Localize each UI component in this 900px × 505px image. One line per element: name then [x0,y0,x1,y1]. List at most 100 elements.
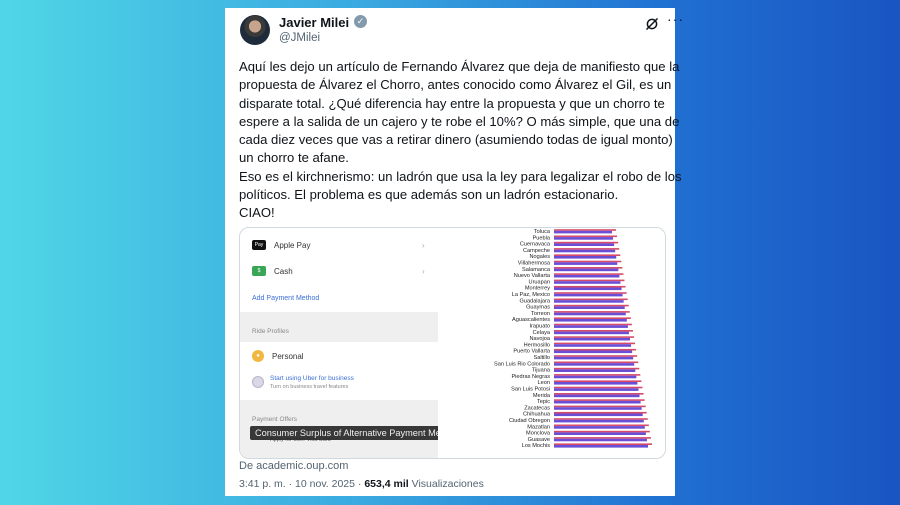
city-bar-secondary [554,405,646,408]
city-label: Navojoa [529,336,550,342]
city-label: Celaya [533,330,551,336]
city-bar-secondary [554,424,649,427]
city-bar [554,363,635,366]
link-card-image[interactable]: Pay Apple Pay › $ Cash › Add Payment Met… [239,227,666,459]
city-bar-secondary [554,292,627,294]
profile-row-personal: ● Personal [252,350,304,362]
city-bar-secondary [554,323,632,326]
payment-row-apple-pay: Pay Apple Pay [252,240,310,250]
city-label: Piedras Negras [511,374,550,380]
city-bar-secondary [554,437,651,439]
city-label: Uruapan [529,279,550,285]
city-bar-secondary [554,374,641,376]
tweet-line: un chorro te afane. [239,150,349,166]
city-label: Monclova [526,431,551,437]
tweet-line: disparate total. ¿Qué diferencia hay ent… [239,95,665,111]
city-bar-secondary [554,393,644,395]
city-bar [554,388,639,391]
city-bar [554,325,628,328]
tweet-time[interactable]: 3:41 p. m. [239,478,286,490]
city-label: Hermosillo [524,342,550,348]
city-label: Aguascalientes [512,317,550,323]
city-bar [554,432,646,435]
city-label: Guaymas [526,305,550,311]
city-bar-secondary [554,355,638,357]
city-label: Tepic [537,399,550,405]
city-bar [554,438,647,442]
city-bar-secondary [554,418,648,420]
city-label: Torreon [531,311,550,317]
author-handle[interactable]: @JMilei [279,32,321,44]
city-bar-secondary [554,304,629,307]
city-bar-secondary [554,279,625,282]
city-bar [554,375,637,379]
section-band [240,312,438,342]
city-bar-secondary [554,342,636,345]
city-label: Cuernavaca [520,242,551,248]
city-bar-secondary [554,386,643,389]
city-label: Monterrey [525,286,550,292]
author-avatar[interactable] [240,15,270,45]
city-bar [554,407,642,410]
payment-methods-panel: Pay Apple Pay › $ Cash › Add Payment Met… [240,228,469,458]
city-label: Campeche [523,248,550,254]
author-name[interactable]: Javier Milei [279,15,350,30]
meta-separator: · [288,478,293,490]
city-bar-secondary [554,267,623,269]
profile-label: Personal [272,351,304,361]
tweet-card: Javier Milei ✓ @JMilei ··· Aquí les dejo… [225,8,683,496]
city-label: Merida [533,393,551,399]
payment-label: Apple Pay [274,240,311,250]
city-bar-secondary [554,298,628,301]
add-payment-link: Add Payment Method [252,295,320,302]
tweet-date[interactable]: 10 nov. 2025 [295,478,355,490]
video-caption: Consumer Surplus of Alternative Payment … [250,426,469,440]
city-bar-secondary [554,260,622,263]
link-source[interactable]: De academic.oup.com [239,460,349,472]
city-bar [554,243,615,246]
city-bar-secondary [554,336,634,338]
city-label: Villahermosa [518,261,551,267]
ride-profiles-label: Ride Profiles [252,328,289,335]
city-bar [554,237,614,240]
grok-icon[interactable] [645,17,659,31]
city-label: Toluca [534,229,551,235]
city-bar [554,337,630,341]
city-bar [554,293,623,297]
chevron-right-icon: › [422,267,425,276]
city-bar [554,350,633,354]
city-bar [554,256,617,259]
city-label: Puebla [533,235,551,241]
tweet-line: espere a la salida de un cajero y te rob… [239,113,680,129]
city-bar [554,426,645,429]
visa-offer-text: Apply for Uber Visa Card [270,437,331,443]
city-label: San Luis Potosi [511,387,550,393]
more-options-icon[interactable]: ··· [667,11,684,27]
city-label: Zacatecas [524,405,550,411]
views-label[interactable]: Visualizaciones [411,478,484,490]
tweet-line: CIAO! [239,205,275,221]
tweet-body: Aquí les dejo un artículo de Fernando Ál… [239,58,682,223]
city-bar-secondary [554,348,637,351]
city-label: Chihuahua [523,412,551,418]
tweet-line: Eso es el kirchnerismo: un ladrón que us… [239,168,682,184]
city-bar [554,356,634,360]
tweet-line: Aquí les dejo un artículo de Fernando Ál… [239,59,680,74]
tweet-meta: 3:41 p. m. · 10 nov. 2025 · 653,4 mil Vi… [239,478,484,490]
city-bar [554,413,643,417]
city-bar-secondary [554,411,647,414]
views-count: 653,4 mil [364,478,409,490]
city-label: Irapuato [529,324,550,330]
city-bar-secondary [554,380,642,382]
city-bar-secondary [554,273,624,275]
chevron-right-icon: › [422,241,425,250]
verified-badge-icon: ✓ [354,15,367,28]
city-label: Puerto Vallarta [513,349,550,355]
city-bar [554,400,641,404]
payment-offers-label: Payment Offers [252,416,298,423]
city-bar [554,281,621,284]
city-bar-secondary [554,317,631,319]
payment-row-cash: $ Cash [252,266,293,276]
city-label: Guasave [528,437,550,443]
city-bar-secondary [554,361,639,364]
